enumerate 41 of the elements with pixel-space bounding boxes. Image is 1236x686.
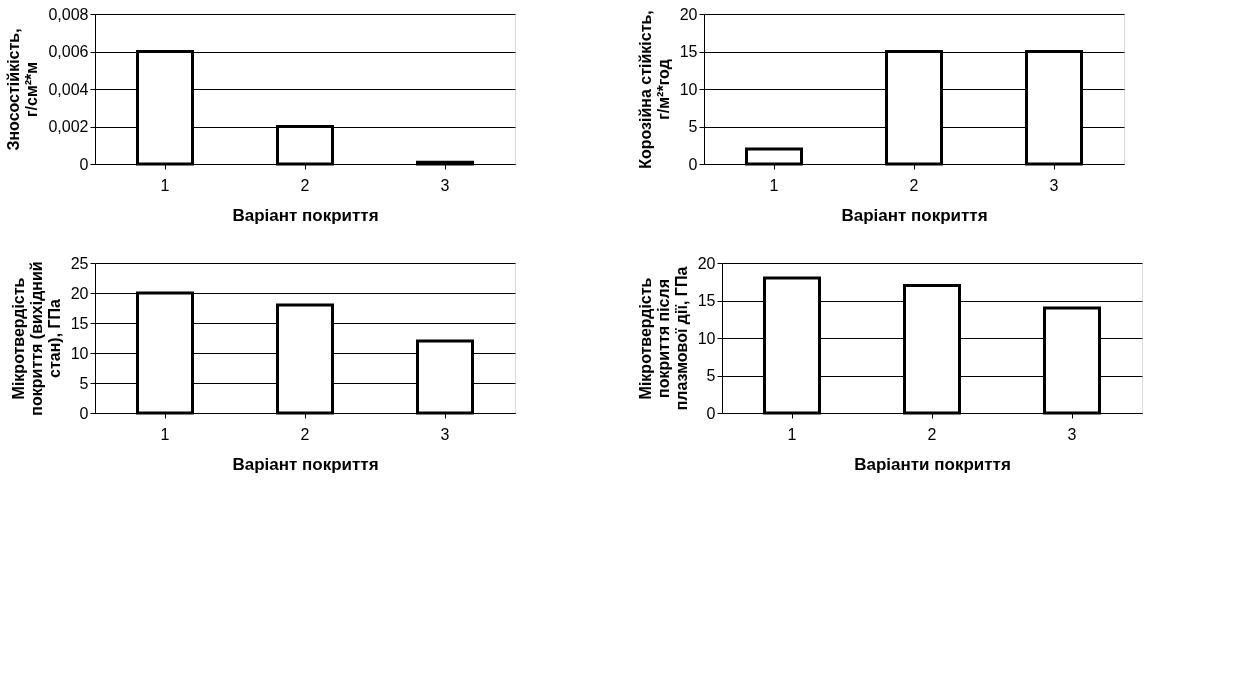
y-axis-title: Корозійна стійкість, г/м²*год [636,10,672,169]
x-tick-label: 2 [927,425,937,443]
y-tick-label: 0 [79,404,89,422]
y-tick-label: 0 [706,404,716,422]
y-axis-title: Зносостійкість, г/см²*м [5,28,41,151]
x-axis-title: Варіант покриття [232,454,379,474]
y-tick-label: 0,008 [48,5,89,23]
y-axis-title: Мікротвердість покриття (вихідний стан), ГПа [9,261,63,416]
x-tick-label: 2 [300,425,310,443]
x-axis-title: Варіант покриття [841,205,988,225]
x-tick-label: 1 [769,176,779,194]
y-tick-label: 5 [79,374,89,392]
y-tick-label: 15 [697,292,716,309]
x-axis-title: Варіанти покриття [854,454,1011,474]
x-tick-label: 3 [1067,425,1077,443]
y-tick-label: 0 [688,155,698,173]
y-tick-label: 20 [679,5,698,23]
y-tick-label: 10 [679,80,698,98]
y-tick-label: 5 [688,118,698,135]
y-tick-label: 25 [70,254,89,272]
y-tick-label: 20 [697,254,716,272]
x-tick-label: 1 [787,425,797,443]
y-axis-title: Мікротвердість покриття після плазмової дії, ГПа [636,266,690,411]
x-tick-label: 3 [1049,176,1059,194]
y-tick-label: 10 [70,344,89,362]
x-tick-label: 1 [160,176,170,194]
y-tick-label: 10 [697,329,716,347]
y-tick-label: 0,006 [48,43,89,60]
x-tick-label: 3 [440,425,450,443]
x-tick-label: 2 [909,176,919,194]
x-tick-label: 2 [300,176,310,194]
y-tick-label: 0 [79,155,89,173]
x-tick-label: 1 [160,425,170,443]
y-tick-label: 15 [679,43,698,60]
y-tick-label: 20 [70,284,89,302]
y-tick-label: 5 [706,367,716,384]
y-tick-label: 15 [70,314,89,332]
x-tick-label: 3 [440,176,450,194]
x-axis-title: Варіант покриття [232,205,379,225]
y-tick-label: 0,002 [48,118,89,135]
y-tick-label: 0,004 [48,80,89,98]
